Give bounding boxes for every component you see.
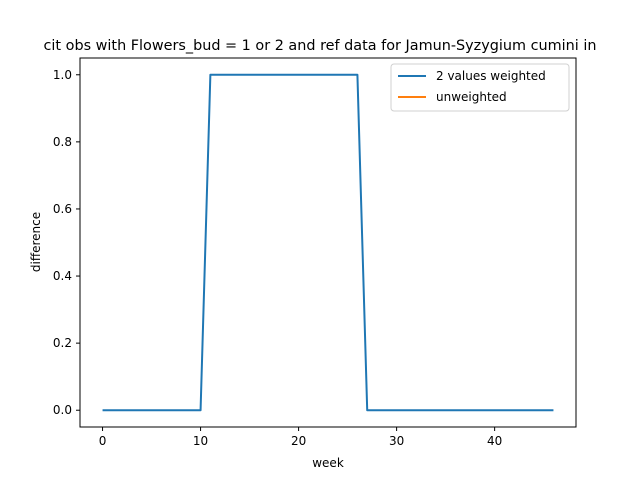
y-tick-label: 0.2 <box>53 336 72 350</box>
legend-label-unweighted: unweighted <box>436 90 507 104</box>
plot-lines <box>102 73 554 412</box>
y-axis-label: difference <box>29 212 43 272</box>
x-tick-label: 0 <box>99 434 107 448</box>
legend-box <box>390 63 570 112</box>
x-tick-label: 40 <box>487 434 502 448</box>
y-tick-label: 0.8 <box>53 135 72 149</box>
x-tick-label: 10 <box>193 434 208 448</box>
x-tick-label: 20 <box>291 434 306 448</box>
legend-label-weighted: 2 values weighted <box>436 69 546 83</box>
y-axis-ticks: 0.0 0.2 0.4 0.6 0.8 1.0 <box>53 68 80 417</box>
x-tick-label: 30 <box>389 434 404 448</box>
y-tick-label: 0.4 <box>53 269 72 283</box>
y-tick-label: 0.0 <box>53 403 72 417</box>
legend: 2 values weighted unweighted <box>390 63 570 112</box>
chart-title: cit obs with Flowers_bud = 1 or 2 and re… <box>44 38 597 54</box>
series-line-0 <box>102 73 554 412</box>
x-axis-label: week <box>312 456 344 470</box>
x-axis-ticks: 0 10 20 30 40 <box>99 427 502 448</box>
y-tick-label: 0.6 <box>53 202 72 216</box>
y-tick-label: 1.0 <box>53 68 72 82</box>
plot-area-frame <box>79 57 577 428</box>
